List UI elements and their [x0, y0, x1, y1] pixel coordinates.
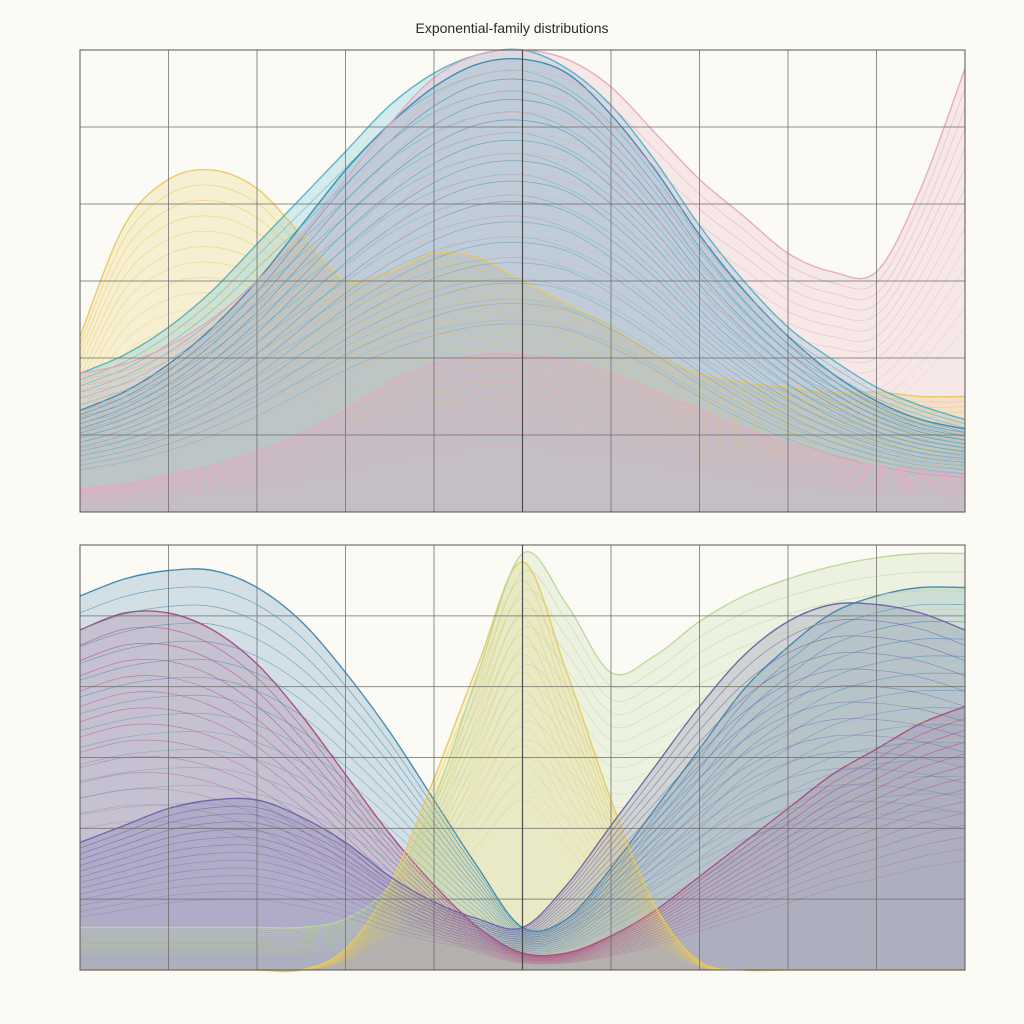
series-strand [80, 645, 966, 938]
series-strand [79, 619, 966, 932]
series-strand [79, 194, 966, 418]
series-strand [79, 153, 966, 405]
series-strand [79, 70, 966, 380]
bottom-gridlines [80, 545, 965, 970]
series-strand [79, 69, 966, 425]
series-strand [80, 607, 966, 935]
series-strand [80, 664, 966, 940]
series-strand [79, 642, 966, 958]
series-strand [80, 626, 966, 936]
chart-title: Exponential-family distributions [416, 20, 609, 36]
series-strand [79, 174, 966, 412]
series-area [80, 602, 965, 970]
series-strand [79, 635, 966, 934]
series-strand [79, 111, 966, 393]
series-strand [79, 91, 966, 387]
series-strand [79, 739, 966, 948]
top-gridlines [80, 50, 965, 512]
bottom-plot-frame [79, 544, 966, 971]
series-strand [79, 588, 966, 933]
series-line [79, 568, 966, 932]
series-strand [79, 215, 966, 413]
bottom-panel [79, 544, 966, 973]
series-strand [79, 230, 966, 418]
series-strand [79, 701, 966, 944]
top-plot-frame [79, 49, 966, 513]
series-strand [79, 720, 966, 946]
series-strand [80, 570, 966, 931]
series-strand [79, 132, 966, 399]
series-strand [79, 200, 966, 408]
series-strand [79, 236, 966, 430]
series-line [79, 168, 966, 398]
series-strand [79, 668, 966, 937]
top-panel [79, 48, 966, 513]
series-area [80, 568, 965, 970]
series-strand [79, 626, 966, 957]
series-strand [79, 184, 966, 403]
series-line [79, 550, 966, 929]
series-line [79, 610, 966, 957]
series-area [80, 610, 965, 970]
series-strand [79, 652, 966, 935]
series-line [79, 602, 966, 930]
